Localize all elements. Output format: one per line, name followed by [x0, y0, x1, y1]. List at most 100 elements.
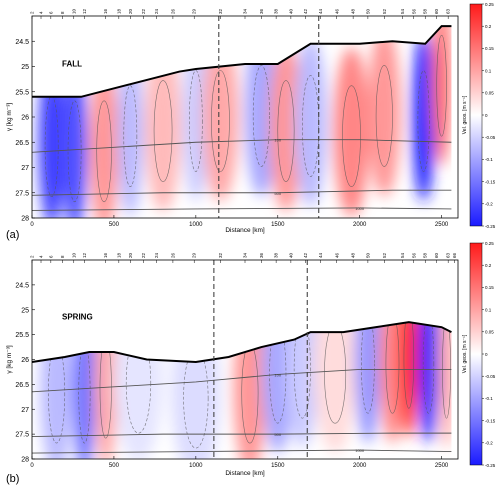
- velocity-contour: [375, 65, 393, 167]
- station-tick-label: 63: [446, 252, 451, 258]
- velocity-contour: [422, 322, 435, 414]
- colorbar-tick-label: 0.1: [485, 68, 492, 73]
- depth-contour-label: 100: [274, 372, 281, 377]
- velocity-anomaly: [313, 322, 357, 454]
- y-tick-label: 25: [21, 307, 29, 314]
- station-tick-label: 54: [400, 8, 405, 14]
- velocity-contour: [123, 85, 138, 187]
- station-tick-label: 46: [334, 252, 339, 258]
- x-tick-label: 1000: [189, 222, 203, 228]
- depth-contour-label: 1000: [355, 206, 365, 211]
- colorbar-tick-label: 0.2: [485, 263, 492, 268]
- velocity-anomaly: [113, 322, 164, 459]
- station-tick-label: 6: [48, 255, 53, 258]
- season-label: FALL: [62, 60, 82, 69]
- station-tick-label: 24: [154, 252, 159, 258]
- anomaly-group: [38, 26, 452, 218]
- x-tick-label: 2000: [353, 222, 367, 228]
- station-tick-label: 63: [446, 8, 451, 14]
- y-tick-label: 25.5: [15, 332, 29, 339]
- station-tick-label: 16: [103, 8, 108, 14]
- colorbar-tick-label: 0.25: [485, 241, 494, 246]
- station-tick-label: 44: [318, 252, 323, 258]
- velocity-contour: [417, 70, 430, 172]
- colorbar-tick-label: 0.15: [485, 285, 494, 290]
- depth-contour-100: [32, 139, 452, 153]
- velocity-anomaly: [412, 32, 436, 202]
- velocity-anomaly: [285, 322, 319, 449]
- colorbar-label: Vel. geos. [m s⁻¹]: [462, 95, 468, 134]
- y-tick-label: 28: [21, 216, 29, 223]
- colorbar: -0.25 -0.2 -0.15 -0.1 -0.05 0 0.05 0.1 0.15 0.2 0.…: [462, 2, 496, 229]
- colorbar-tick-label: -0.05: [485, 135, 496, 140]
- depth-contour-label: 1000: [355, 448, 365, 453]
- velocity-anomaly: [233, 322, 267, 459]
- colorbar-tick-label: -0.15: [485, 418, 496, 423]
- y-tick-label: 24.5: [15, 282, 29, 289]
- x-tick-label: 1500: [271, 222, 285, 228]
- station-tick-label: 2: [30, 255, 35, 258]
- station-tick-label: 26: [170, 252, 175, 258]
- station-tick-label: 6: [48, 11, 53, 14]
- station-tick-label: 56: [411, 8, 416, 14]
- x-tick-label: 0: [30, 222, 34, 228]
- y-axis-label: γ [kg m⁻³]: [6, 103, 13, 132]
- velocity-contour: [67, 100, 82, 203]
- station-tick-label: 12: [82, 252, 87, 258]
- velocity-contour: [153, 80, 173, 182]
- velocity-field: 100 500 1000: [32, 26, 452, 218]
- surface-boundary: [31, 321, 452, 363]
- velocity-contour: [48, 343, 66, 444]
- velocity-contour: [277, 80, 295, 182]
- station-tick-label: 18: [116, 8, 121, 14]
- station-tick-label: 60: [434, 8, 439, 14]
- panel-label: (b): [6, 473, 19, 485]
- colorbar-tick-label: 0: [485, 352, 488, 357]
- station-tick-label: 2: [30, 11, 35, 14]
- depth-contour-label: 100: [274, 138, 281, 143]
- station-tick-label: 38: [274, 8, 279, 14]
- velocity-contour: [302, 75, 320, 177]
- station-tick-label: 26: [170, 8, 175, 14]
- surface-boundary: [32, 25, 452, 98]
- x-tick-label: 2500: [435, 463, 449, 469]
- velocity-anomaly: [38, 57, 65, 218]
- velocity-anomaly: [354, 322, 381, 444]
- velocity-anomaly: [399, 322, 419, 439]
- station-tick-label: 46: [334, 8, 339, 14]
- station-tick-label: 52: [382, 8, 387, 14]
- station-tick-label: 50: [365, 252, 370, 258]
- y-tick-label: 28: [21, 457, 29, 464]
- station-tick-label: 12: [82, 8, 87, 14]
- colorbar-tick-label: 0.25: [485, 2, 494, 7]
- y-axis-label: γ [kg m⁻³]: [6, 345, 13, 374]
- velocity-anomaly: [431, 26, 452, 167]
- colorbar-tick-label: -0.25: [485, 224, 496, 229]
- velocity-anomaly: [333, 47, 370, 217]
- velocity-anomaly: [117, 47, 144, 217]
- station-tick-label: 32: [218, 8, 223, 14]
- y-tick-label: 26: [21, 357, 29, 364]
- y-tick-label: 24.5: [15, 39, 29, 46]
- velocity-contour: [436, 34, 447, 137]
- x-tick-label: 500: [109, 222, 120, 228]
- colorbar-tick-label: 0.05: [485, 91, 494, 96]
- station-tick-label: 22: [141, 8, 146, 14]
- y-tick-label: 26.5: [15, 382, 29, 389]
- station-tick-label: 36: [259, 252, 264, 258]
- station-tick-label: 58: [423, 8, 428, 14]
- velocity-anomaly: [417, 322, 440, 444]
- y-tick-label: 26.5: [15, 140, 29, 147]
- station-tick-label: 18: [116, 252, 121, 258]
- velocity-contour: [385, 322, 400, 414]
- station-tick-label: 48: [351, 252, 356, 258]
- colorbar-scale: [469, 3, 483, 227]
- colorbar: -0.25 -0.2 -0.15 -0.1 -0.05 0 0.05 0.1 0.15 0.2 0.…: [462, 241, 496, 468]
- station-tick-label: 22: [141, 252, 146, 258]
- depth-contour-1000: [32, 207, 452, 211]
- station-tick-label: 48: [351, 8, 356, 14]
- velocity-contour: [269, 323, 287, 424]
- colorbar-tick-label: -0.1: [485, 157, 493, 162]
